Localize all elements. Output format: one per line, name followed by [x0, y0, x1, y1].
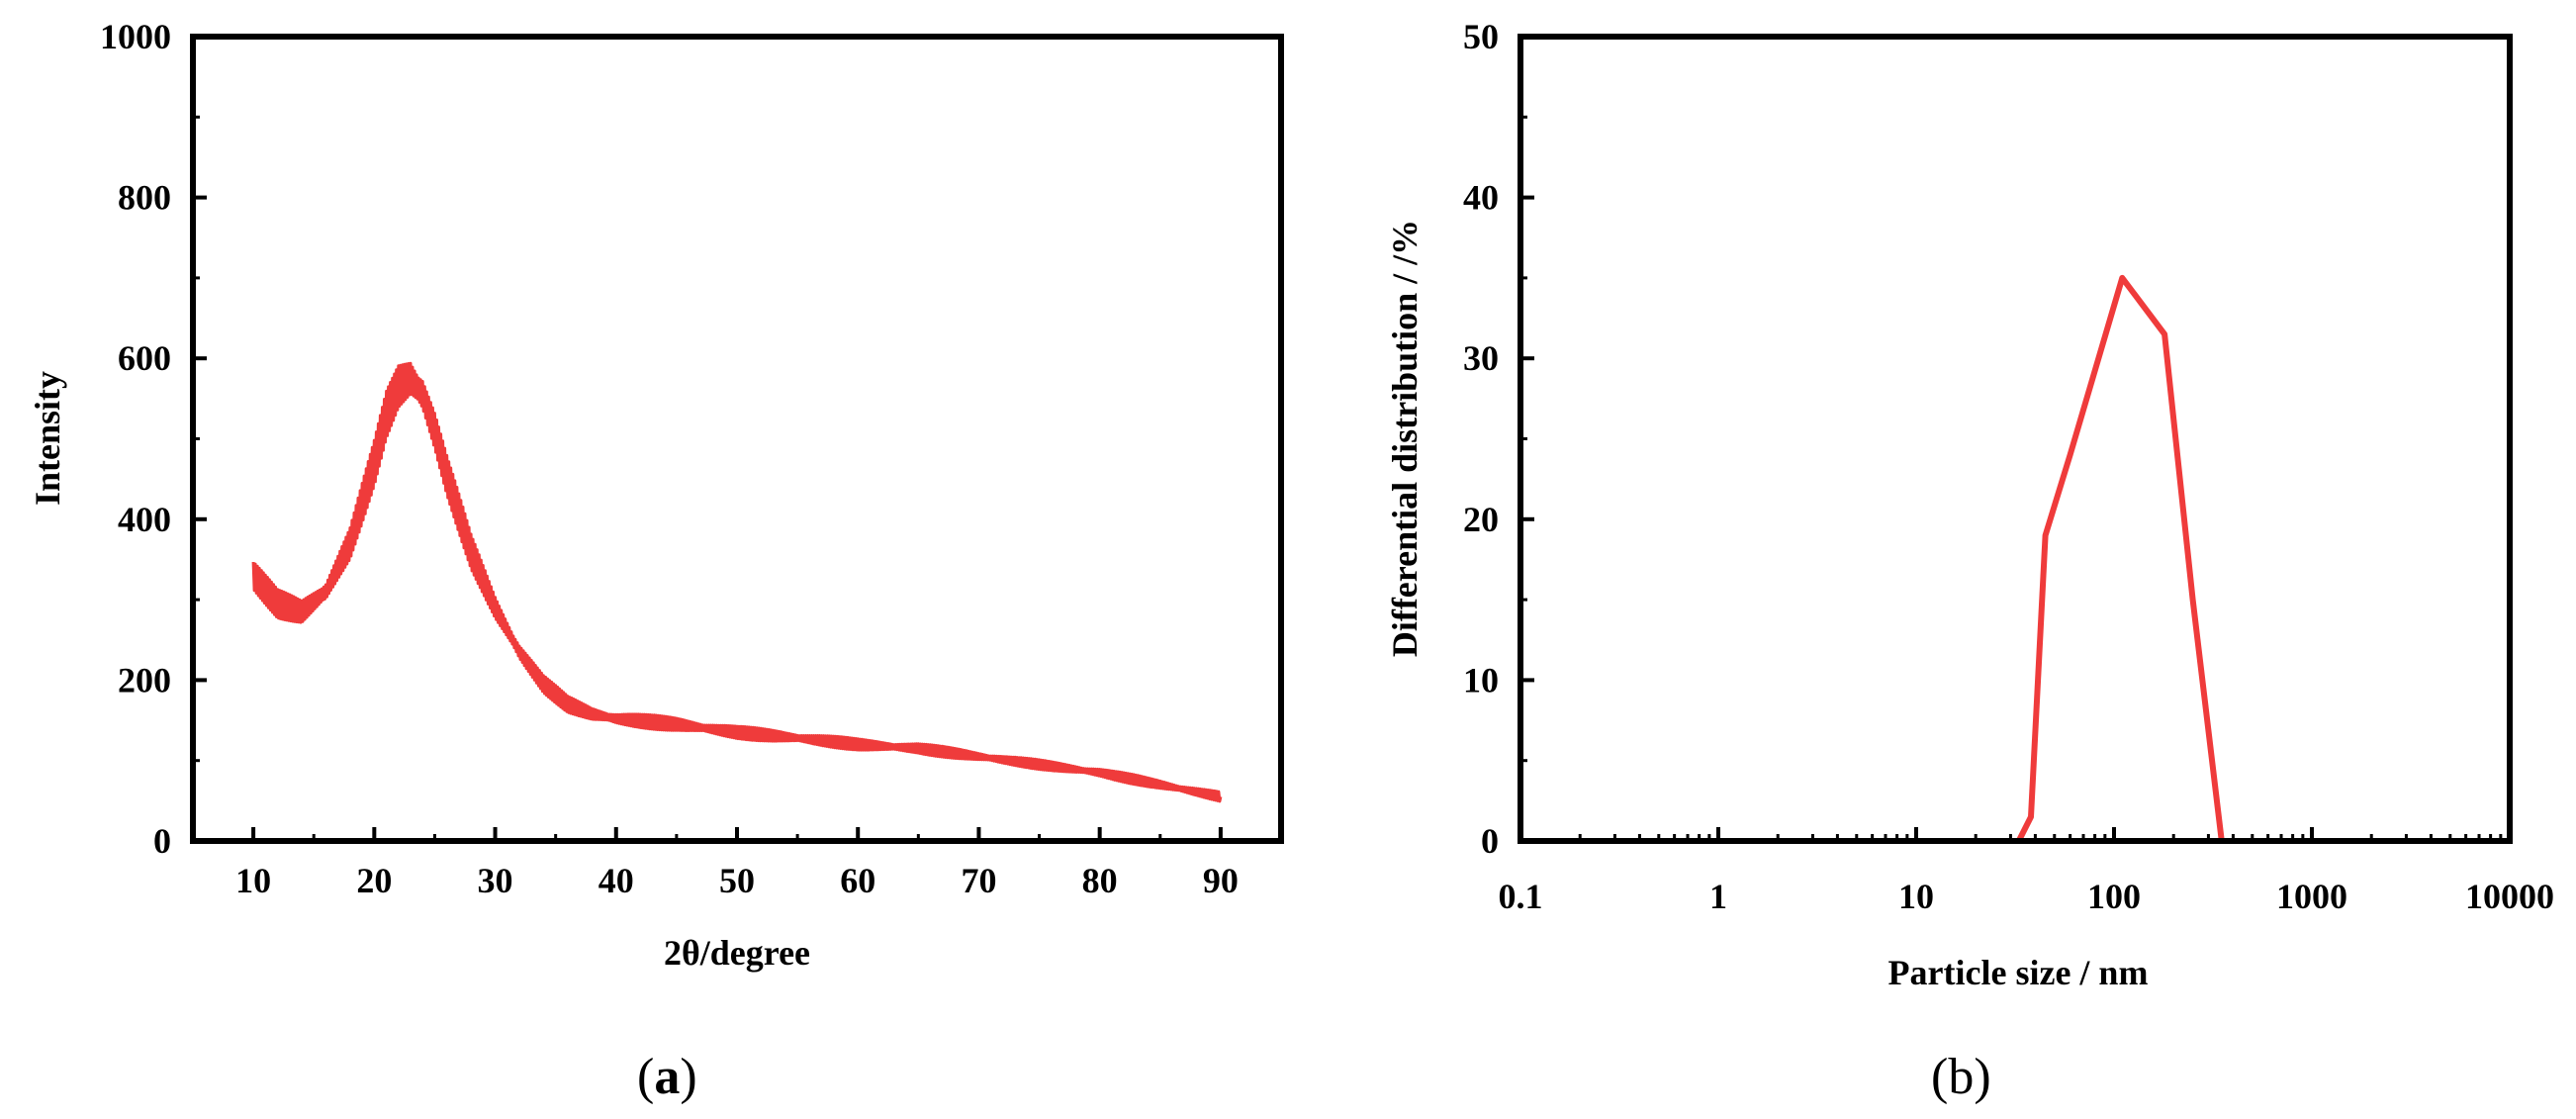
chart-a-y-tick-label: 600	[118, 338, 171, 378]
chart-a-y-tick-label: 800	[118, 178, 171, 218]
chart-b-y-tick-label: 0	[1481, 821, 1499, 861]
chart-a-x-tick-label: 70	[961, 861, 996, 900]
chart-a: 10 20 30 40 50 60 70 80 90 0 200 400 600 800 1000 2θ/d…	[28, 17, 1284, 1105]
chart-a-x-tick-label: 20	[356, 861, 392, 900]
chart-b-x-tick-label: 10000	[2465, 877, 2554, 916]
chart-a-panel-letter: a	[654, 1049, 680, 1105]
chart-a-x-tick-label: 10	[235, 861, 271, 900]
chart-a-y-tick-label: 1000	[100, 17, 171, 56]
chart-a-x-tick-label: 40	[598, 861, 634, 900]
chart-a-xlabel: 2θ/degree	[664, 933, 810, 973]
chart-a-x-tick-label: 30	[478, 861, 513, 900]
chart-b-y-tick-label: 40	[1463, 178, 1499, 218]
chart-b-x-tick-label: 0.1	[1499, 877, 1543, 916]
chart-a-y-tick-label: 400	[118, 500, 171, 539]
chart-b-distribution-curve	[1636, 274, 2513, 844]
chart-b-ticks: 0.1 1 10 100 1000 10000 0 10 20 30 40 50	[1463, 17, 2554, 916]
chart-a-x-tick-label: 60	[840, 861, 875, 900]
chart-b-panel-label: (b)	[1931, 1049, 1991, 1105]
chart-b-y-tick-label: 20	[1463, 500, 1499, 539]
chart-b-x-tick-label: 100	[2087, 877, 2141, 916]
chart-a-x-tick-label: 80	[1082, 861, 1118, 900]
chart-b-y-tick-label: 30	[1463, 338, 1499, 378]
chart-b-x-tick-label: 1000	[2276, 877, 2347, 916]
chart-b-panel-letter: b	[1948, 1049, 1974, 1105]
chart-a-ticks: 10 20 30 40 50 60 70 80 90 0 200 400 600 800 1000	[100, 17, 1239, 900]
chart-a-y-tick-label: 0	[153, 821, 171, 861]
chart-a-xrd-curve	[251, 361, 1223, 803]
chart-b: 0.1 1 10 100 1000 10000 0 10 20 30 40 50 Particle s…	[1385, 17, 2554, 1105]
chart-b-x-tick-label: 1	[1709, 877, 1727, 916]
chart-b-ylabel: Differential distribution / /%	[1385, 220, 1425, 657]
chart-a-x-tick-label: 50	[719, 861, 755, 900]
chart-a-y-tick-label: 200	[118, 660, 171, 699]
chart-a-panel-label: (a)	[637, 1049, 697, 1105]
chart-a-plot-frame	[190, 34, 1284, 844]
chart-b-y-tick-label: 10	[1463, 660, 1499, 699]
chart-b-x-tick-label: 10	[1898, 877, 1934, 916]
chart-b-y-tick-label: 50	[1463, 17, 1499, 56]
chart-b-plot-frame	[1518, 34, 2513, 844]
chart-a-series	[251, 361, 1223, 803]
chart-b-xlabel: Particle size / nm	[1888, 953, 2149, 992]
chart-a-ylabel: Intensity	[28, 371, 67, 506]
chart-a-x-tick-label: 90	[1203, 861, 1239, 900]
chart-b-series	[1636, 274, 2513, 844]
